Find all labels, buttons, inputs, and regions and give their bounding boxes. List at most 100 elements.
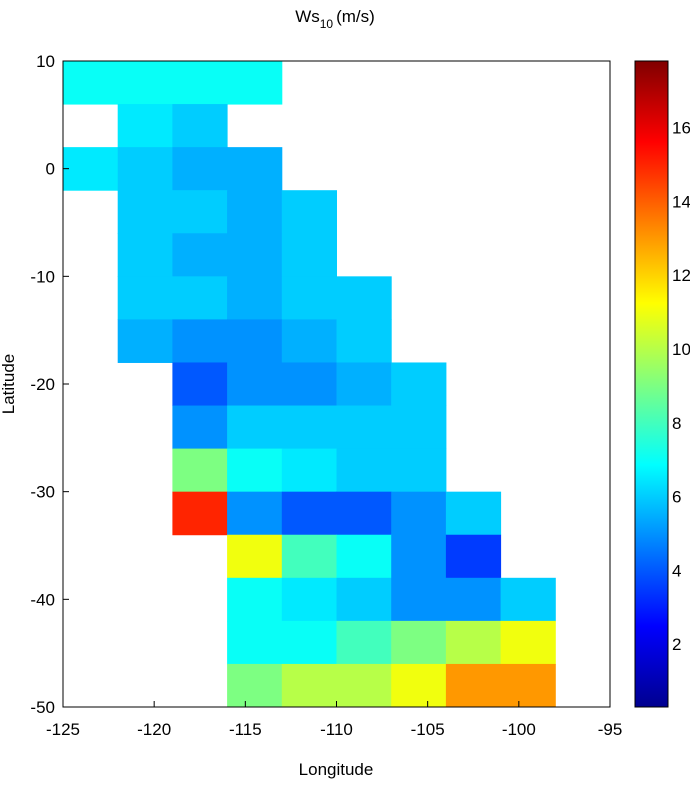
- heatmap-cell: [227, 147, 283, 191]
- heatmap-cell: [117, 61, 173, 105]
- heatmap-cell: [63, 61, 119, 105]
- heatmap-cell: [336, 620, 392, 665]
- colorbar-tick-label: 6: [672, 488, 681, 507]
- heatmap-cell: [227, 448, 283, 493]
- heatmap-cell: [227, 190, 283, 234]
- heatmap-cell: [172, 190, 228, 234]
- heatmap-cell: [500, 577, 556, 622]
- y-tick-label: -10: [30, 267, 55, 286]
- heatmap-cell: [281, 276, 337, 320]
- colorbar-tick-label: 12: [672, 266, 690, 285]
- heatmap-cell: [336, 319, 392, 363]
- heatmap-cell: [445, 491, 502, 536]
- heatmap-cell: [117, 104, 173, 148]
- heatmap-cell: [227, 319, 283, 363]
- heatmap-cell: [336, 577, 392, 622]
- heatmap-cell: [172, 61, 228, 105]
- x-axis-label: Longitude: [299, 760, 374, 779]
- heatmap-cell: [336, 276, 392, 320]
- heatmap-cells: [63, 61, 556, 708]
- title-main: Ws: [295, 7, 320, 26]
- heatmap-cell: [172, 491, 228, 536]
- heatmap-cell: [227, 405, 283, 450]
- heatmap-cell: [281, 577, 337, 622]
- colorbar-tick-label: 10: [672, 340, 690, 359]
- y-tick-label: 0: [46, 160, 55, 179]
- heatmap-cell: [172, 147, 228, 191]
- heatmap-cell: [117, 276, 173, 320]
- heatmap-cell: [281, 233, 337, 277]
- heatmap-cell: [391, 663, 447, 708]
- heatmap-cell: [336, 362, 392, 407]
- heatmap-cell: [172, 319, 228, 363]
- heatmap-cell: [391, 448, 447, 493]
- y-axis-label: Latitude: [0, 354, 18, 415]
- y-tick-label: -40: [30, 590, 55, 609]
- y-tick-label: -20: [30, 375, 55, 394]
- colorbar-tick-label: 2: [672, 635, 681, 654]
- heatmap-cell: [172, 276, 228, 320]
- chart-title: Ws10 (m/s): [295, 7, 375, 31]
- heatmap-cell: [227, 491, 283, 536]
- heatmap-cell: [391, 534, 447, 579]
- x-tick-label: -95: [598, 720, 623, 739]
- heatmap-cell: [227, 534, 283, 579]
- heatmap-cell: [117, 147, 173, 191]
- heatmap-cell: [281, 534, 337, 579]
- x-tick-label: -115: [229, 720, 262, 739]
- heatmap-cell: [227, 61, 283, 105]
- heatmap-cell: [227, 663, 283, 708]
- heatmap-cell: [172, 448, 228, 493]
- heatmap-cell: [391, 362, 447, 407]
- colorbar-tick-label: 4: [672, 561, 681, 580]
- heatmap-cell: [172, 405, 228, 450]
- heatmap-cell: [281, 190, 337, 234]
- heatmap-cell: [500, 663, 556, 708]
- heatmap-cell: [281, 319, 337, 363]
- heatmap-cell: [391, 405, 447, 450]
- title-unit: (m/s): [336, 7, 375, 26]
- y-tick-label: -50: [30, 698, 55, 717]
- axes: -125 -120 -115 -110 -105 -100 -95-50-40-30-20-…: [30, 52, 690, 739]
- heatmap-cell: [281, 620, 337, 665]
- heatmap-cell: [391, 491, 447, 536]
- heatmap-cell: [172, 362, 228, 407]
- heatmap-cell: [336, 534, 392, 579]
- heatmap-cell: [281, 362, 337, 407]
- title-subscript: 10: [320, 17, 334, 31]
- heatmap-cell: [391, 620, 447, 665]
- heatmap-cell: [445, 663, 502, 708]
- heatmap-cell: [336, 405, 392, 450]
- heatmap-cell: [336, 448, 392, 493]
- heatmap-cell: [445, 620, 502, 665]
- heatmap-cell: [500, 620, 556, 665]
- heatmap-cell: [281, 663, 337, 708]
- heatmap-cell: [391, 577, 447, 622]
- y-tick-label: 10: [36, 52, 55, 71]
- heatmap-cell: [336, 663, 392, 708]
- colorbar-tick-label: 8: [672, 414, 681, 433]
- x-tick-label: -120: [137, 720, 171, 739]
- x-tick-label: -105: [411, 720, 445, 739]
- heatmap-cell: [117, 319, 173, 363]
- heatmap-cell: [172, 233, 228, 277]
- x-tick-label: -125: [46, 720, 80, 739]
- colorbar-tick-label: 14: [672, 192, 690, 211]
- y-tick-label: -30: [30, 483, 55, 502]
- heatmap-cell: [117, 190, 173, 234]
- heatmap-cell: [281, 491, 337, 536]
- x-tick-label: -110: [320, 720, 353, 739]
- colorbar-tick-label: 16: [672, 118, 690, 137]
- heatmap-cell: [227, 276, 283, 320]
- heatmap-cell: [336, 491, 392, 536]
- heatmap-cell: [281, 448, 337, 493]
- colorbar: [634, 60, 669, 708]
- heatmap-cell: [227, 620, 283, 665]
- heatmap-cell: [281, 405, 337, 450]
- heatmap-cell: [172, 104, 228, 148]
- heatmap-cell: [63, 147, 119, 191]
- heatmap-cell: [227, 577, 283, 622]
- heatmap-cell: [227, 233, 283, 277]
- heatmap-cell: [227, 362, 283, 407]
- heatmap-cell: [445, 577, 502, 622]
